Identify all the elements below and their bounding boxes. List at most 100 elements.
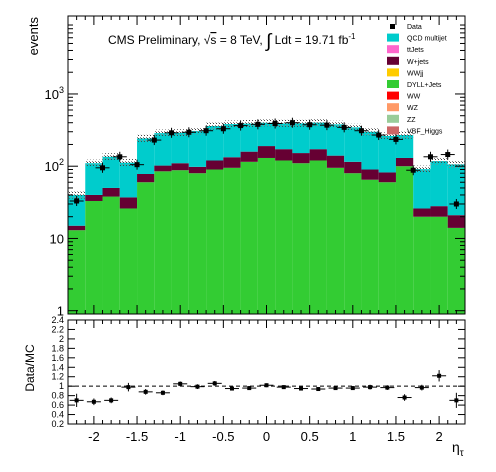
data-point-marker (169, 130, 175, 136)
ratio-y-axis: 0.20.40.60.811.21.41.61.822.22.4 (51, 315, 465, 429)
title-s: s (210, 33, 216, 47)
data-point-marker (453, 201, 459, 207)
ratio-point (345, 386, 360, 391)
data-point (147, 135, 162, 146)
bar-qcd-multijet (257, 122, 276, 147)
legend-entry: W+jets (387, 56, 429, 66)
ratio-point (294, 386, 309, 391)
uncertainty-band (430, 157, 448, 165)
data-point (199, 125, 214, 136)
bar-w-jets (68, 225, 86, 231)
legend-label: QCD multijet (407, 36, 447, 43)
ratio-point-marker (195, 384, 200, 389)
legend-swatch (387, 80, 399, 88)
bar-dyll-jets (378, 182, 396, 314)
bar-w-jets (413, 208, 431, 217)
ratio-point (104, 397, 119, 404)
bar-dyll-jets (188, 173, 207, 314)
bar-qcd-multijet (85, 163, 103, 195)
bar-w-jets (240, 151, 258, 162)
uncertainty-band (85, 159, 103, 167)
bar-w-jets (378, 172, 396, 183)
bar-w-jets (85, 194, 103, 201)
legend-swatch (387, 114, 399, 123)
uncertainty-band (326, 120, 345, 128)
bar-qcd-multijet (326, 124, 345, 156)
bar-qcd-multijet (378, 135, 396, 173)
bar-dyll-jets (326, 167, 345, 314)
bar-qcd-multijet (413, 169, 431, 209)
ratio-point-marker (143, 389, 148, 394)
uncertainty-band (344, 123, 362, 131)
uncertainty-band (102, 153, 120, 161)
bar-dyll-jets (240, 161, 258, 314)
data-point-marker (358, 128, 364, 134)
data-point-marker (255, 121, 261, 127)
bar-dyll-jets (119, 208, 138, 314)
uncertainty-band (447, 160, 465, 168)
stacked-histogram (68, 122, 465, 314)
bar-dyll-jets (206, 169, 224, 314)
data-point (371, 130, 386, 141)
legend-swatch (387, 56, 399, 65)
uncertainty-band (240, 120, 258, 128)
data-point-marker (410, 167, 416, 173)
data-point-marker (341, 124, 347, 130)
uncertainty-band (223, 120, 241, 128)
bar-qcd-multijet (102, 156, 120, 188)
bar-w-jets (275, 149, 293, 161)
ratio-point (259, 383, 274, 388)
legend-label: ttJets (407, 47, 424, 54)
ratio-x-tick-label: 1 (349, 429, 356, 444)
ratio-y-tick-label: 0.4 (51, 410, 64, 420)
uncertainty-band (68, 191, 86, 199)
bar-dyll-jets (413, 216, 431, 314)
bar-w-jets (102, 187, 120, 197)
ratio-panel-frame (67, 319, 466, 425)
ratio-y-tick-label: 1.8 (51, 343, 64, 353)
data-point-marker (186, 129, 192, 135)
ratio-point-marker (91, 399, 96, 404)
bar-dyll-jets (257, 157, 276, 314)
bar-w-jets (188, 166, 207, 174)
bar-w-jets (257, 146, 276, 158)
ratio-point-marker (350, 386, 355, 391)
bar-qcd-multijet (309, 122, 327, 150)
legend-entry: ttJets (387, 45, 424, 54)
ratio-point (155, 390, 170, 396)
ratio-point (363, 384, 378, 390)
bar-dyll-jets (361, 179, 379, 314)
bar-qcd-multijet (171, 132, 189, 164)
ratio-y-tick-label: 2.4 (51, 315, 64, 325)
bar-qcd-multijet (223, 124, 241, 158)
title-prefix: CMS Preliminary, (108, 33, 204, 47)
x-axis-label: ητ (452, 439, 464, 459)
legend-entry: Data (390, 24, 422, 31)
bar-w-jets (344, 161, 362, 174)
ratio-point-marker (247, 386, 252, 391)
title-sqrt: √ (204, 33, 211, 47)
legend-entry: VBF_Higgs (387, 126, 443, 135)
bar-w-jets (206, 160, 224, 170)
ratio-y-tick-label: 0.2 (51, 419, 64, 429)
data-point (319, 120, 334, 131)
ratio-point-marker (299, 386, 304, 391)
ratio-point-marker (212, 381, 217, 386)
bar-dyll-jets (223, 167, 241, 314)
bar-qcd-multijet (292, 123, 310, 154)
ratio-y-tick-label: 1.6 (51, 353, 64, 363)
bar-w-jets (430, 206, 448, 217)
uncertainty-band (378, 132, 396, 140)
legend-swatch (387, 126, 399, 135)
main-x-axis (76, 16, 457, 314)
ratio-point (380, 385, 395, 390)
bar-w-jets (395, 157, 414, 167)
legend-swatch (387, 33, 399, 42)
bar-qcd-multijet (206, 126, 224, 161)
ratio-point-marker (229, 386, 234, 391)
ratio-y-tick-label: 0.6 (51, 400, 64, 410)
y-tick-label: 103 (45, 85, 64, 102)
legend-swatch (387, 91, 399, 100)
data-point-marker (151, 137, 157, 143)
ratio-y-tick-label: 1.4 (51, 362, 64, 372)
